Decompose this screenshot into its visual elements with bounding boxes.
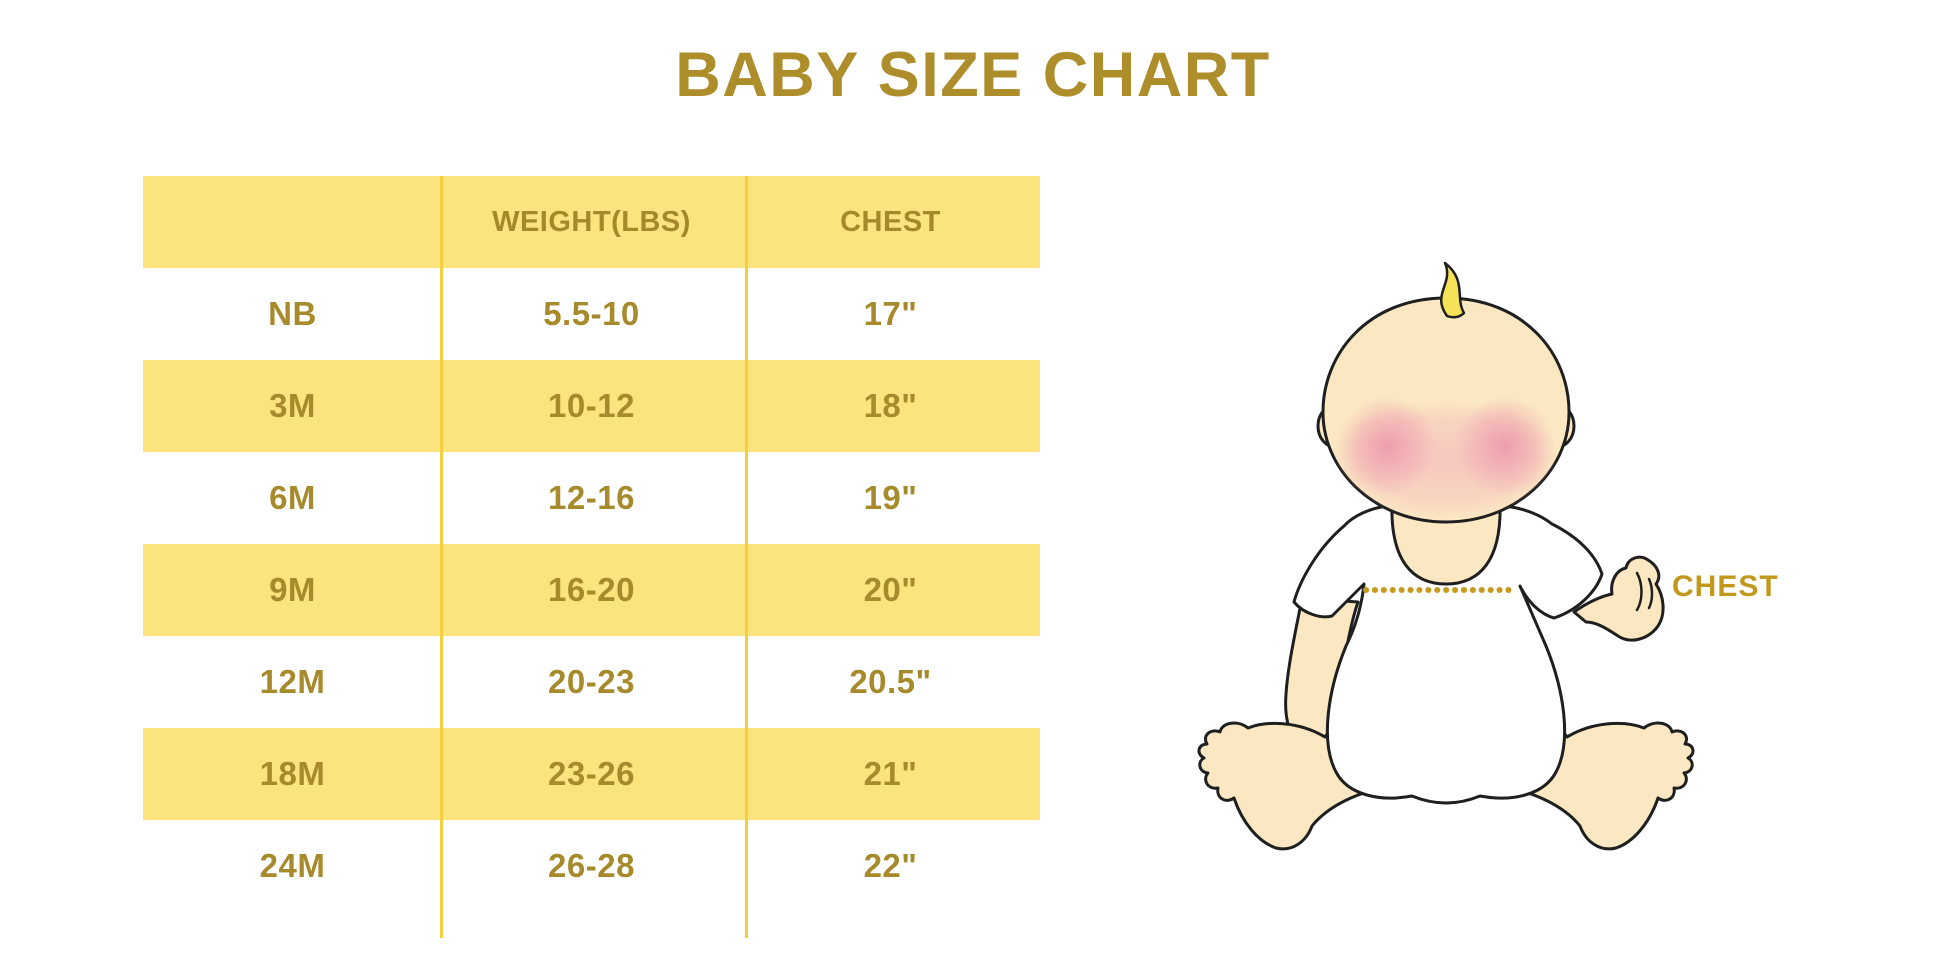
size-cell: 12M xyxy=(259,663,326,700)
chest-cell: 18" xyxy=(863,387,918,424)
chest-cell: 21" xyxy=(863,755,918,792)
header-size-cell xyxy=(143,176,442,268)
chest-cell: 20.5" xyxy=(849,663,932,700)
size-cell: 6M xyxy=(269,479,316,516)
baby-shirt xyxy=(1292,504,1604,805)
table-row: 18M 23-26 21" xyxy=(143,728,1040,820)
baby-illustration-svg xyxy=(1197,261,1695,851)
chest-cell: 22" xyxy=(863,847,918,884)
header-weight-cell: WEIGHT(LBS) xyxy=(492,205,691,238)
weight-cell: 23-26 xyxy=(548,755,635,792)
baby-illustration xyxy=(1150,250,1850,870)
size-table: WEIGHT(LBS) CHEST NB 5.5-10 17" 3M 10-12… xyxy=(143,176,1040,912)
table-row: 9M 16-20 20" xyxy=(143,544,1040,636)
weight-cell: 20-23 xyxy=(548,663,635,700)
table-header-row: WEIGHT(LBS) CHEST xyxy=(143,176,1040,268)
table-row: NB 5.5-10 17" xyxy=(143,268,1040,360)
baby-hair-tuft xyxy=(1440,261,1466,319)
chest-measurement-label: CHEST xyxy=(1672,570,1779,603)
weight-cell: 5.5-10 xyxy=(543,295,640,332)
column-divider-line xyxy=(440,176,443,938)
table-row: 12M 20-23 20.5" xyxy=(143,636,1040,728)
column-divider-line xyxy=(745,176,748,938)
chest-cell: 20" xyxy=(863,571,918,608)
weight-cell: 16-20 xyxy=(548,571,635,608)
size-cell: 18M xyxy=(259,755,326,792)
baby-right-arm-fist xyxy=(1572,555,1665,642)
weight-cell: 26-28 xyxy=(548,847,635,884)
baby-blush xyxy=(1332,396,1560,520)
table-row: 6M 12-16 19" xyxy=(143,452,1040,544)
size-cell: 9M xyxy=(269,571,316,608)
size-cell: NB xyxy=(268,295,317,332)
table-row: 3M 10-12 18" xyxy=(143,360,1040,452)
fist-knuckle-lines xyxy=(1635,571,1654,612)
chest-cell: 17" xyxy=(863,295,918,332)
weight-cell: 12-16 xyxy=(548,479,635,516)
header-chest-cell: CHEST xyxy=(840,205,941,238)
page-title: BABY SIZE CHART xyxy=(675,40,1271,110)
size-cell: 24M xyxy=(259,847,326,884)
weight-cell: 10-12 xyxy=(548,387,635,424)
chest-cell: 19" xyxy=(863,479,918,516)
table-row: 24M 26-28 22" xyxy=(143,820,1040,912)
size-cell: 3M xyxy=(269,387,316,424)
